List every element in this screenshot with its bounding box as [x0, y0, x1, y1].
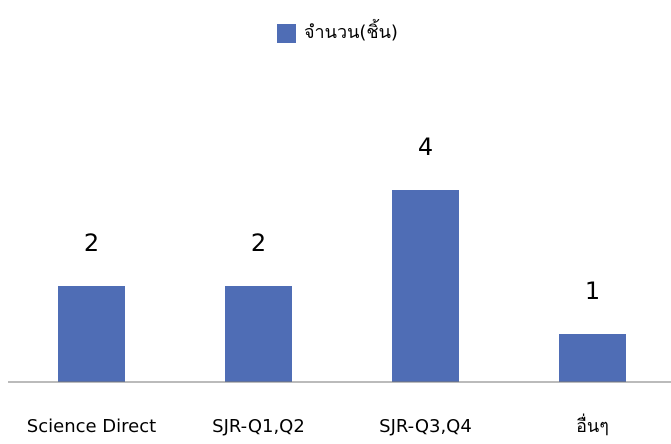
data-label: 1 — [585, 277, 600, 305]
legend-swatch — [277, 24, 296, 43]
data-label: 2 — [251, 229, 266, 257]
legend-label: จำนวน(ชิ้น) — [304, 19, 398, 43]
x-tick-label: SJR-Q1,Q2 — [212, 416, 305, 437]
data-label: 2 — [84, 229, 99, 257]
bar — [225, 286, 292, 382]
bar — [392, 190, 459, 382]
data-label: 4 — [418, 133, 433, 161]
bar — [58, 286, 125, 382]
x-tick-label: อื่นๆ — [576, 413, 609, 437]
x-tick-label: SJR-Q3,Q4 — [379, 416, 472, 437]
x-tick-label: Science Direct — [27, 416, 156, 437]
bar — [559, 334, 626, 382]
